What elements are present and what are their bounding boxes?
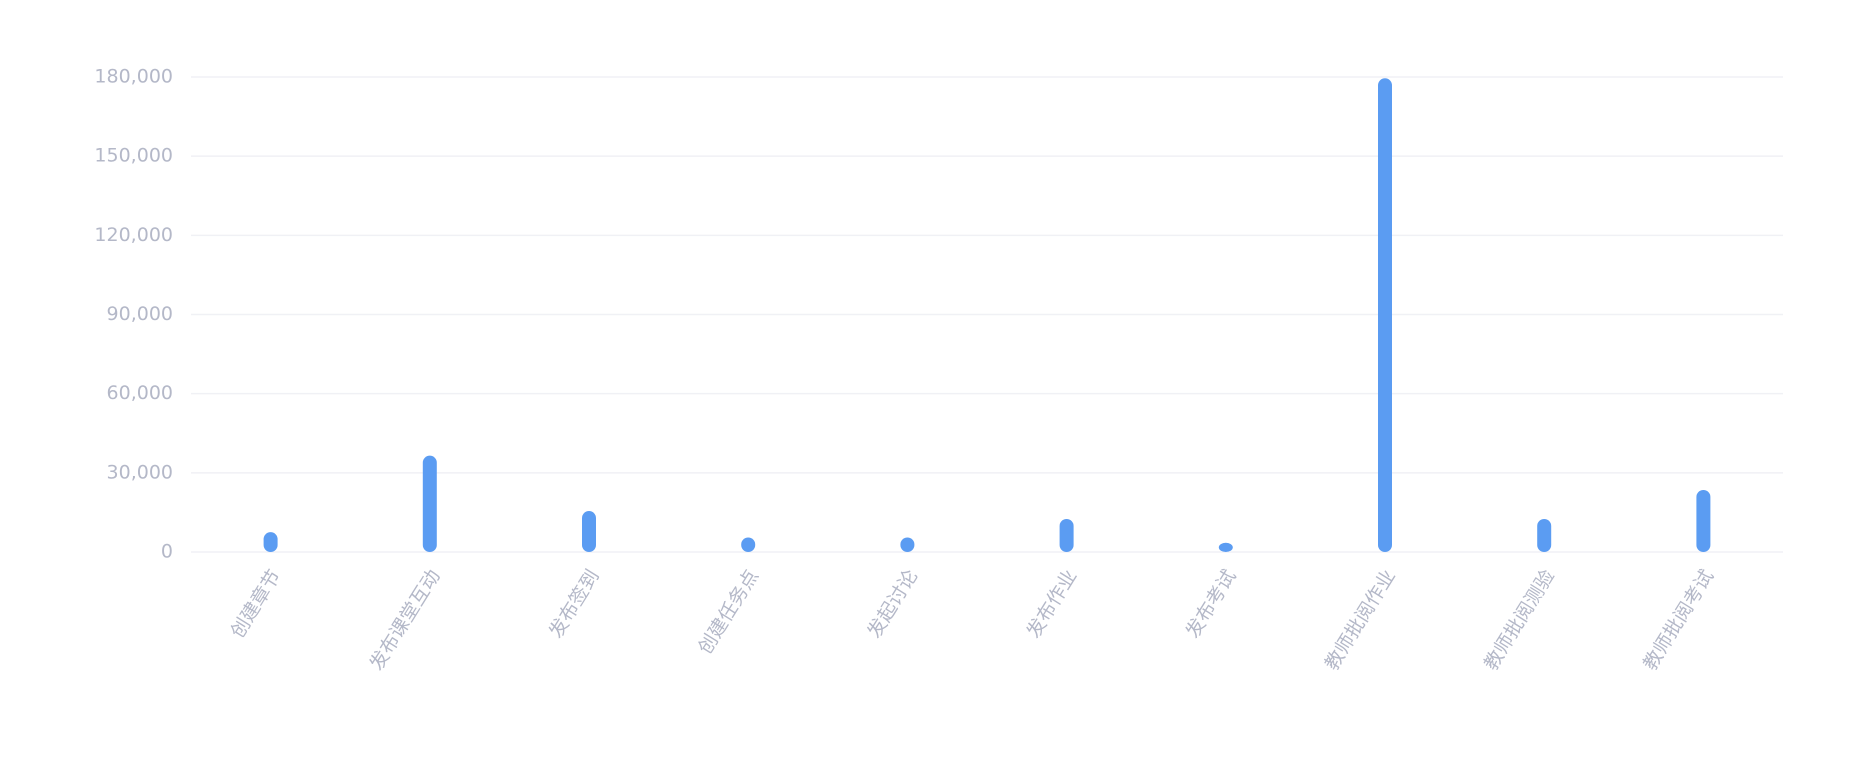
x-tick-label: 教师批阅测验 [1480, 566, 1559, 674]
x-tick-label: 教师批阅作业 [1321, 566, 1400, 674]
x-tick-label: 发布作业 [1023, 566, 1082, 642]
bar [582, 511, 596, 552]
y-tick-label: 30,000 [107, 461, 173, 483]
y-tick-label: 60,000 [107, 382, 173, 404]
x-tick-label: 创建章节 [227, 566, 286, 642]
bar [741, 537, 756, 552]
bar [1218, 542, 1233, 552]
x-tick-label: 发布课堂互动 [366, 566, 445, 674]
x-tick-label: 发起讨论 [863, 566, 922, 642]
x-tick-label: 发布考试 [1182, 566, 1241, 642]
bar [263, 532, 278, 552]
x-tick-label: 发布签到 [545, 566, 604, 642]
y-tick-label: 90,000 [107, 303, 173, 325]
bar [1537, 518, 1552, 552]
bar [1059, 518, 1074, 552]
y-tick-label: 120,000 [94, 224, 173, 246]
x-tick-label: 教师批阅考试 [1639, 566, 1718, 674]
bar [900, 537, 915, 552]
y-tick-label: 0 [161, 541, 173, 563]
bar [1378, 78, 1392, 553]
bar [1696, 489, 1711, 552]
x-tick-label: 创建任务点 [694, 566, 763, 658]
bar [422, 455, 437, 552]
y-tick-label: 150,000 [94, 145, 173, 167]
y-tick-label: 180,000 [94, 66, 173, 88]
